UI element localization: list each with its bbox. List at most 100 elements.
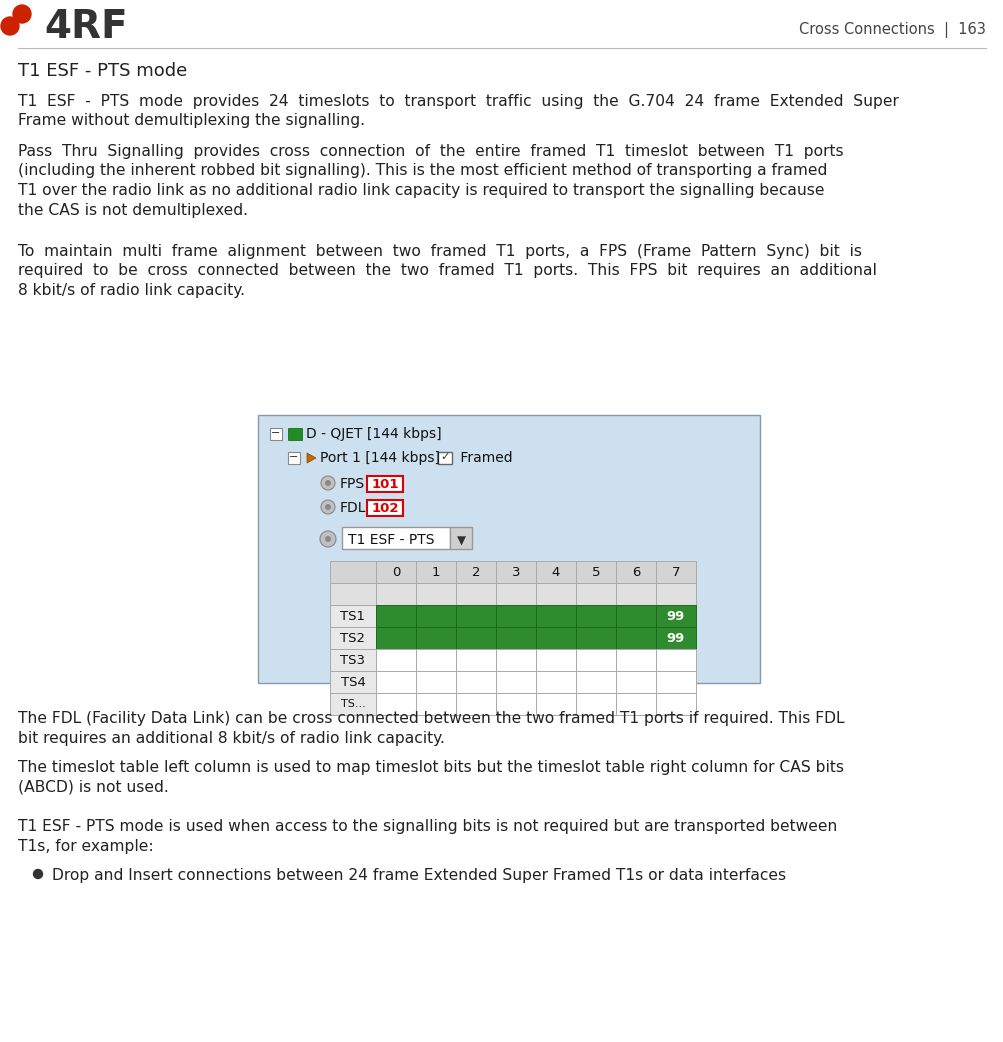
- Bar: [616, 671, 655, 693]
- Text: To  maintain  multi  frame  alignment  between  two  framed  T1  ports,  a  FPS : To maintain multi frame alignment betwee…: [18, 244, 862, 259]
- Text: T1 ESF - PTS mode: T1 ESF - PTS mode: [18, 63, 188, 80]
- Bar: [437, 452, 451, 464]
- Text: 99: 99: [666, 610, 684, 622]
- Bar: [536, 561, 576, 584]
- Bar: [616, 605, 655, 627]
- Bar: [455, 561, 495, 584]
- Bar: [455, 649, 495, 671]
- Text: (ABCD) is not used.: (ABCD) is not used.: [18, 779, 169, 794]
- Bar: [455, 671, 495, 693]
- Circle shape: [321, 476, 335, 490]
- Bar: [576, 649, 616, 671]
- Bar: [415, 649, 455, 671]
- Text: 101: 101: [371, 478, 398, 491]
- Bar: [576, 671, 616, 693]
- Bar: [376, 649, 415, 671]
- Bar: [616, 649, 655, 671]
- Text: 6: 6: [631, 566, 640, 578]
- Text: T1 ESF - PTS: T1 ESF - PTS: [348, 534, 434, 547]
- Bar: [576, 627, 616, 649]
- Circle shape: [320, 531, 336, 547]
- Bar: [330, 693, 376, 715]
- Bar: [536, 627, 576, 649]
- Text: bit requires an additional 8 kbit/s of radio link capacity.: bit requires an additional 8 kbit/s of r…: [18, 730, 444, 745]
- Text: 2: 2: [471, 566, 479, 578]
- Text: 4RF: 4RF: [44, 8, 127, 46]
- Bar: [495, 627, 536, 649]
- Bar: [655, 693, 695, 715]
- Bar: [367, 500, 402, 516]
- Text: Frame without demultiplexing the signalling.: Frame without demultiplexing the signall…: [18, 114, 365, 128]
- Text: 102: 102: [371, 502, 398, 515]
- Text: Pass  Thru  Signalling  provides  cross  connection  of  the  entire  framed  T1: Pass Thru Signalling provides cross conn…: [18, 144, 843, 159]
- Bar: [455, 627, 495, 649]
- Text: required  to  be  cross  connected  between  the  two  framed  T1  ports.  This : required to be cross connected between t…: [18, 264, 876, 278]
- Bar: [536, 671, 576, 693]
- Bar: [576, 561, 616, 584]
- Circle shape: [33, 869, 42, 878]
- Bar: [495, 561, 536, 584]
- Bar: [330, 627, 376, 649]
- Bar: [376, 627, 415, 649]
- Bar: [495, 649, 536, 671]
- Bar: [455, 584, 495, 605]
- Bar: [536, 584, 576, 605]
- Bar: [376, 693, 415, 715]
- Bar: [330, 584, 376, 605]
- Text: 1: 1: [431, 566, 439, 578]
- Bar: [616, 693, 655, 715]
- Bar: [655, 584, 695, 605]
- Bar: [616, 627, 655, 649]
- Text: 5: 5: [591, 566, 600, 578]
- Text: TS1: TS1: [340, 610, 365, 622]
- Bar: [270, 428, 282, 440]
- Text: T1  ESF  -  PTS  mode  provides  24  timeslots  to  transport  traffic  using  t: T1 ESF - PTS mode provides 24 timeslots …: [18, 94, 898, 109]
- Text: Drop and Insert connections between 24 frame Extended Super Framed T1s or data i: Drop and Insert connections between 24 f…: [52, 868, 785, 883]
- Circle shape: [1, 17, 19, 35]
- Text: D - QJET [144 kbps]: D - QJET [144 kbps]: [306, 427, 441, 441]
- Bar: [616, 561, 655, 584]
- Circle shape: [321, 500, 335, 514]
- Text: ✓: ✓: [440, 452, 449, 462]
- Circle shape: [325, 504, 331, 510]
- Bar: [576, 693, 616, 715]
- Text: −: −: [271, 428, 281, 438]
- Bar: [376, 605, 415, 627]
- Bar: [449, 527, 471, 549]
- Text: The FDL (Facility Data Link) can be cross connected between the two framed T1 po: The FDL (Facility Data Link) can be cros…: [18, 711, 844, 726]
- Circle shape: [325, 480, 331, 486]
- Bar: [536, 693, 576, 715]
- Bar: [655, 627, 695, 649]
- Text: FPS: FPS: [340, 477, 365, 491]
- Text: Cross Connections  |  163: Cross Connections | 163: [798, 22, 985, 38]
- Bar: [288, 452, 300, 464]
- Bar: [376, 584, 415, 605]
- Text: Framed: Framed: [455, 451, 513, 465]
- Bar: [655, 605, 695, 627]
- Text: The timeslot table left column is used to map timeslot bits but the timeslot tab: The timeslot table left column is used t…: [18, 760, 844, 775]
- Bar: [330, 649, 376, 671]
- Text: T1s, for example:: T1s, for example:: [18, 839, 153, 853]
- Bar: [655, 561, 695, 584]
- Bar: [330, 671, 376, 693]
- Text: Port 1 [144 kbps]: Port 1 [144 kbps]: [320, 451, 439, 465]
- Text: 0: 0: [391, 566, 400, 578]
- Bar: [376, 671, 415, 693]
- Bar: [415, 671, 455, 693]
- Circle shape: [13, 5, 31, 23]
- Text: TS3: TS3: [340, 653, 365, 667]
- Bar: [342, 527, 449, 549]
- Bar: [455, 605, 495, 627]
- Bar: [415, 561, 455, 584]
- Text: (including the inherent robbed bit signalling). This is the most efficient metho: (including the inherent robbed bit signa…: [18, 164, 826, 178]
- Bar: [376, 561, 415, 584]
- Bar: [536, 649, 576, 671]
- Bar: [576, 605, 616, 627]
- Text: TS4: TS4: [340, 675, 365, 689]
- Bar: [616, 584, 655, 605]
- Text: 8 kbit/s of radio link capacity.: 8 kbit/s of radio link capacity.: [18, 283, 245, 298]
- Text: 7: 7: [671, 566, 680, 578]
- Bar: [455, 693, 495, 715]
- Text: T1 ESF - PTS mode is used when access to the signalling bits is not required but: T1 ESF - PTS mode is used when access to…: [18, 819, 837, 834]
- Bar: [495, 605, 536, 627]
